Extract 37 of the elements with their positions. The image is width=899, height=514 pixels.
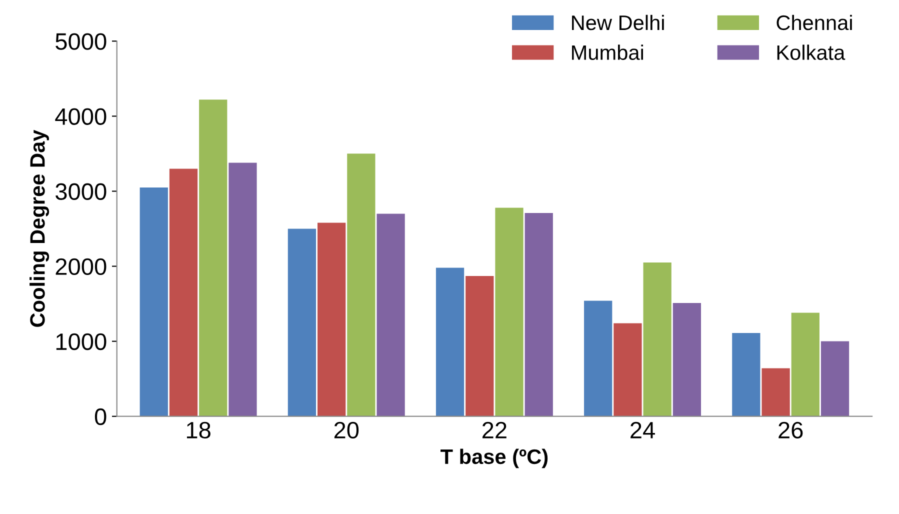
bar	[614, 323, 642, 416]
y-tick-label: 1000	[56, 333, 106, 350]
legend-label: New Delhi	[572, 14, 664, 30]
bar	[199, 100, 228, 416]
bar	[672, 303, 702, 416]
y-tick-label: 2000	[56, 258, 106, 276]
bar	[228, 162, 257, 416]
bar	[584, 300, 612, 416]
x-axis-title: T base (ºC)	[440, 448, 548, 468]
bar	[466, 276, 494, 416]
bar	[376, 214, 405, 416]
bar	[643, 262, 672, 416]
bar	[732, 333, 760, 416]
bar	[436, 268, 464, 416]
bar	[762, 368, 790, 416]
bar	[140, 187, 168, 416]
bar	[318, 222, 346, 416]
legend-label: Kolkata	[777, 44, 846, 60]
bar	[524, 212, 553, 416]
bar	[820, 341, 850, 416]
x-tick-label: 24	[630, 422, 655, 438]
legend-label: Mumbai	[572, 44, 644, 60]
x-tick-label: 22	[482, 422, 506, 438]
y-tick-label: 3000	[56, 183, 106, 200]
y-tick-label: 4000	[55, 108, 106, 125]
bar	[288, 228, 316, 416]
y-tick-label: 0	[94, 408, 106, 426]
y-tick-label: 5000	[56, 33, 106, 50]
x-tick-label: 26	[778, 422, 803, 439]
bar	[495, 208, 524, 416]
bar	[791, 312, 820, 416]
y-axis-title: Cooling Degree Day	[30, 130, 50, 327]
x-tick-label: 18	[186, 422, 210, 439]
x-tick-label: 20	[334, 422, 359, 439]
bar	[169, 168, 198, 416]
bar	[347, 154, 376, 416]
legend-label: Chennai	[776, 14, 852, 30]
